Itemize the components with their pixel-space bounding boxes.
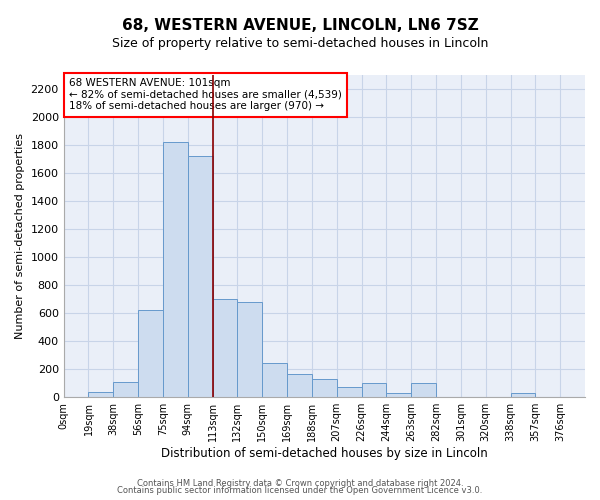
- Text: Contains public sector information licensed under the Open Government Licence v3: Contains public sector information licen…: [118, 486, 482, 495]
- Y-axis label: Number of semi-detached properties: Number of semi-detached properties: [15, 133, 25, 339]
- Bar: [238, 302, 262, 397]
- Bar: [212, 299, 238, 397]
- Bar: [386, 393, 411, 397]
- Bar: [436, 396, 461, 397]
- Text: 68, WESTERN AVENUE, LINCOLN, LN6 7SZ: 68, WESTERN AVENUE, LINCOLN, LN6 7SZ: [122, 18, 478, 32]
- Bar: [312, 379, 337, 397]
- Bar: [362, 383, 386, 397]
- Bar: [535, 396, 560, 397]
- Bar: [485, 396, 511, 397]
- Bar: [113, 382, 138, 397]
- Bar: [560, 396, 585, 397]
- Bar: [337, 386, 362, 397]
- X-axis label: Distribution of semi-detached houses by size in Lincoln: Distribution of semi-detached houses by …: [161, 447, 488, 460]
- Bar: [411, 383, 436, 397]
- Text: Contains HM Land Registry data © Crown copyright and database right 2024.: Contains HM Land Registry data © Crown c…: [137, 478, 463, 488]
- Bar: [461, 396, 485, 397]
- Bar: [262, 363, 287, 397]
- Bar: [163, 142, 188, 397]
- Bar: [88, 392, 113, 397]
- Text: Size of property relative to semi-detached houses in Lincoln: Size of property relative to semi-detach…: [112, 38, 488, 51]
- Bar: [138, 310, 163, 397]
- Text: 68 WESTERN AVENUE: 101sqm
← 82% of semi-detached houses are smaller (4,539)
18% : 68 WESTERN AVENUE: 101sqm ← 82% of semi-…: [69, 78, 342, 112]
- Bar: [287, 374, 312, 397]
- Bar: [511, 394, 535, 397]
- Bar: [64, 396, 88, 397]
- Bar: [188, 156, 212, 397]
